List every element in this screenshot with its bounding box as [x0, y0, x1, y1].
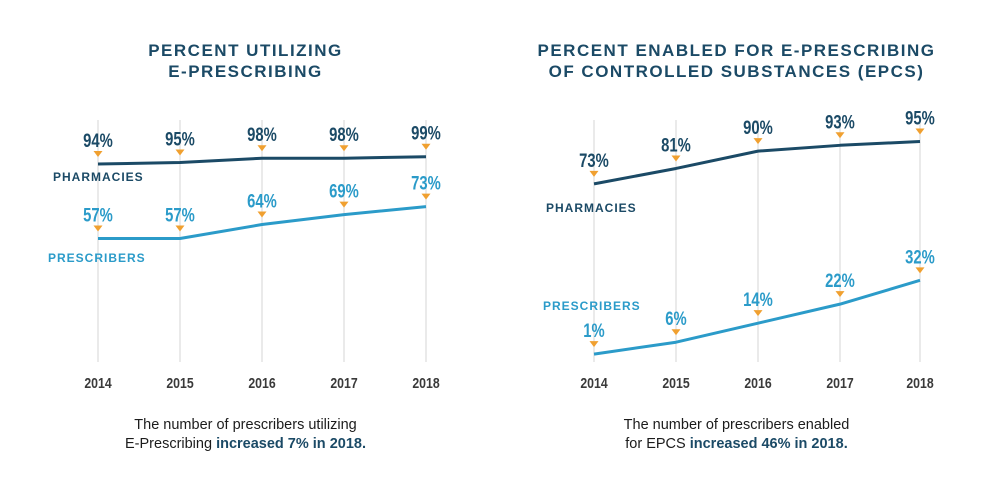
prescribers-marker-2018 [421, 193, 431, 200]
pharmacies-data-label-2015: 95% [165, 129, 195, 150]
x-tick-label-2014: 2014 [84, 375, 112, 391]
chart-panel-e-prescribing: PERCENT UTILIZING E-PRESCRIBING 2014 2015… [0, 40, 491, 454]
prescribers-line [593, 278, 921, 356]
pharmacies-marker-2016 [753, 138, 763, 145]
pharmacies-line [97, 155, 427, 166]
pharmacies-data-label-2014: 94% [83, 130, 113, 151]
chart-panel-epcs: PERCENT ENABLED FOR E-PRESCRIBING OF CON… [491, 0, 982, 480]
prescribers-data-label-2017: 22% [825, 270, 855, 291]
prescribers-marker-2014 [93, 225, 103, 232]
chart-title-line-1: PERCENT UTILIZING [148, 41, 343, 60]
caption-line-1: The number of prescribers utilizing [134, 417, 357, 433]
pharmacies-series-label: PHARMACIES [53, 170, 144, 184]
pharmacies-data-label-2016: 98% [247, 124, 277, 145]
pharmacies-data-label-2015: 81% [661, 135, 691, 156]
chart-title-line-2: E-PRESCRIBING [168, 62, 323, 81]
pharmacies-data-label-2017: 98% [329, 124, 359, 145]
caption-line-1: The number of prescribers enabled [623, 417, 850, 433]
pharmacies-data-label-2016: 90% [743, 117, 773, 138]
prescribers-data-label-2014: 57% [83, 205, 113, 226]
chart-title-line-1: PERCENT ENABLED FOR E-PRESCRIBING [537, 41, 936, 60]
pharmacies-series-label: PHARMACIES [546, 201, 637, 215]
prescribers-marker-2014 [589, 341, 599, 348]
prescribers-marker-2016 [257, 211, 267, 218]
x-tick-label-2016: 2016 [248, 375, 276, 391]
prescribers-data-label-2014: 1% [583, 320, 604, 341]
pharmacies-marker-2018 [915, 128, 925, 135]
prescribers-marker-2017 [339, 201, 349, 208]
pharmacies-marker-2018 [421, 143, 431, 150]
prescribers-line [98, 205, 427, 240]
prescribers-series-label: PRESCRIBERS [543, 299, 641, 313]
x-tick-label-2017: 2017 [330, 375, 358, 391]
prescribers-data-label-2015: 57% [165, 205, 195, 226]
caption-highlight: increased 7% in 2018. [216, 436, 366, 452]
pharmacies-marker-2014 [93, 151, 103, 157]
prescribers-data-label-2016: 14% [743, 289, 773, 310]
pharmacies-marker-2015 [175, 149, 185, 156]
caption-line-2: for EPCS increased 46% in 2018. [491, 435, 982, 454]
x-tick-label-2018: 2018 [412, 375, 440, 391]
pharmacies-marker-2016 [257, 145, 267, 152]
prescribers-data-label-2018: 32% [905, 247, 935, 268]
prescribers-data-label-2017: 69% [329, 181, 359, 202]
pharmacies-marker-2017 [339, 145, 349, 152]
caption-line-2: E-Prescribing increased 7% in 2018. [0, 435, 491, 454]
caption-text: E-Prescribing [125, 436, 217, 452]
line-chart-e-prescribing: 2014 2015 2016 2017 2018 94% 95% 98% 98% 99% PHARM… [48, 120, 441, 391]
pharmacies-marker-2017 [835, 132, 845, 139]
chart-caption: The number of prescribers enabled for EP… [491, 416, 982, 454]
chart-title: PERCENT UTILIZING E-PRESCRIBING [0, 40, 491, 82]
pharmacies-data-label-2018: 99% [411, 123, 441, 144]
line-chart-epcs: 2014 2015 2016 2017 2018 73% 81% 90% 93% 95% PHARM… [543, 108, 935, 392]
caption-text: for EPCS [625, 436, 690, 452]
prescribers-marker-2017 [835, 291, 845, 298]
pharmacies-marker-2014 [589, 170, 599, 177]
chart-caption: The number of prescribers utilizing E-Pr… [0, 416, 491, 454]
pharmacies-data-label-2014: 73% [579, 150, 609, 171]
prescribers-marker-2015 [175, 225, 185, 232]
prescribers-marker-2016 [753, 310, 763, 317]
pharmacies-data-label-2018: 95% [905, 108, 935, 129]
chart-title: PERCENT ENABLED FOR E-PRESCRIBING OF CON… [491, 40, 982, 82]
x-tick-label-2015: 2015 [166, 375, 194, 391]
chart-title-line-2: OF CONTROLLED SUBSTANCES (EPCS) [548, 62, 925, 81]
pharmacies-data-label-2017: 93% [825, 112, 855, 133]
x-tick-label-2014: 2014 [580, 375, 608, 391]
pharmacies-marker-2015 [671, 155, 681, 162]
x-tick-label-2018: 2018 [906, 375, 934, 391]
x-tick-label-2016: 2016 [744, 375, 772, 391]
pharmacies-line [593, 139, 921, 186]
prescribers-data-label-2018: 73% [411, 173, 441, 194]
prescribers-series-label: PRESCRIBERS [48, 251, 146, 265]
prescribers-data-label-2016: 64% [247, 191, 277, 212]
caption-highlight: increased 46% in 2018. [689, 436, 848, 452]
prescribers-marker-2018 [915, 267, 925, 274]
prescribers-marker-2015 [671, 329, 681, 336]
prescribers-data-label-2015: 6% [665, 308, 686, 329]
x-tick-label-2017: 2017 [826, 375, 854, 391]
x-tick-label-2015: 2015 [662, 375, 690, 391]
